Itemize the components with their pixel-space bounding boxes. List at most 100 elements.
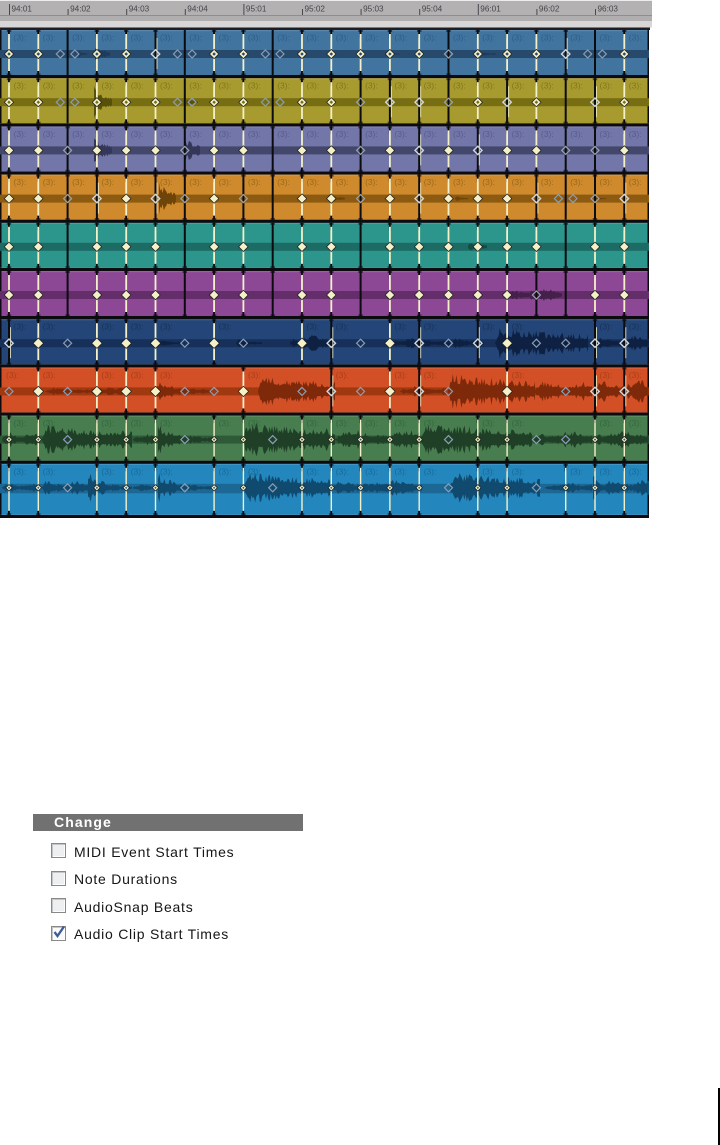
svg-text:(3):: (3): [336,370,349,380]
svg-text:(3):: (3): [629,322,642,332]
svg-text:(3):: (3): [424,418,437,428]
svg-text:(3):: (3): [72,129,85,139]
svg-text:(3):: (3): [336,81,349,91]
svg-text:(3):: (3): [629,177,642,187]
svg-text:(3):: (3): [307,177,320,187]
svg-text:(3):: (3): [482,129,495,139]
svg-text:(3):: (3): [307,466,320,476]
svg-text:(3):: (3): [394,322,407,332]
svg-text:(3):: (3): [394,177,407,187]
svg-text:(3):: (3): [72,33,85,43]
svg-text:(3):: (3): [424,370,437,380]
svg-text:(3):: (3): [365,177,378,187]
svg-text:(3):: (3): [131,177,144,187]
svg-text:(3):: (3): [43,418,56,428]
svg-text:(3):: (3): [482,81,495,91]
svg-text:(3):: (3): [131,33,144,43]
svg-text:(3):: (3): [43,33,56,43]
svg-text:(3):: (3): [629,418,642,428]
svg-text:(3):: (3): [219,33,232,43]
svg-text:(3):: (3): [160,81,173,91]
svg-text:(3):: (3): [160,418,173,428]
svg-text:(3):: (3): [189,129,202,139]
svg-text:(3):: (3): [629,370,642,380]
svg-text:(3):: (3): [219,322,232,332]
svg-text:(3):: (3): [394,418,407,428]
svg-text:(3):: (3): [72,81,85,91]
svg-text:(3):: (3): [600,322,613,332]
svg-text:(3):: (3): [307,33,320,43]
svg-text:(3):: (3): [160,129,173,139]
svg-text:(3):: (3): [482,322,495,332]
svg-text:(3):: (3): [600,129,613,139]
svg-text:(3):: (3): [101,81,114,91]
svg-text:(3):: (3): [101,129,114,139]
svg-text:(3):: (3): [482,177,495,187]
svg-text:(3):: (3): [336,322,349,332]
svg-text:(3):: (3): [307,129,320,139]
svg-text:96:02: 96:02 [539,5,560,14]
svg-text:(3):: (3): [160,322,173,332]
svg-text:(3):: (3): [248,418,261,428]
svg-text:(3):: (3): [248,81,261,91]
svg-text:(3):: (3): [101,418,114,428]
svg-text:(3):: (3): [131,81,144,91]
svg-text:(3):: (3): [570,177,583,187]
svg-text:(3):: (3): [14,33,27,43]
svg-text:95:03: 95:03 [363,5,384,14]
svg-text:(3):: (3): [365,129,378,139]
svg-text:(3):: (3): [394,370,407,380]
svg-text:(3):: (3): [160,370,173,380]
svg-text:(3):: (3): [541,129,554,139]
svg-text:(3):: (3): [424,466,437,476]
svg-text:(3):: (3): [277,177,290,187]
svg-text:(3):: (3): [570,129,583,139]
svg-text:(3):: (3): [453,177,466,187]
svg-text:95:04: 95:04 [422,5,443,14]
svg-text:(3):: (3): [512,177,525,187]
svg-text:(3):: (3): [160,466,173,476]
svg-text:94:03: 94:03 [129,5,150,14]
svg-text:(3):: (3): [131,322,144,332]
svg-text:(3):: (3): [43,129,56,139]
svg-text:(3):: (3): [570,81,583,91]
svg-text:(3):: (3): [72,177,85,187]
svg-text:(3):: (3): [512,466,525,476]
svg-text:(3):: (3): [570,33,583,43]
svg-text:(3):: (3): [277,81,290,91]
svg-text:(3):: (3): [43,81,56,91]
svg-text:(3):: (3): [365,466,378,476]
svg-text:(3):: (3): [43,466,56,476]
svg-text:(3):: (3): [131,418,144,428]
svg-text:(3):: (3): [629,129,642,139]
svg-text:(3):: (3): [365,418,378,428]
svg-text:(3):: (3): [394,466,407,476]
svg-text:(3):: (3): [600,33,613,43]
svg-text:96:03: 96:03 [598,5,619,14]
svg-text:(3):: (3): [541,81,554,91]
svg-text:(3):: (3): [570,466,583,476]
svg-text:(3):: (3): [541,177,554,187]
svg-text:(3):: (3): [14,322,27,332]
svg-text:(3):: (3): [189,177,202,187]
svg-text:(3):: (3): [43,177,56,187]
svg-text:(3):: (3): [600,418,613,428]
svg-text:(3):: (3): [43,370,56,380]
svg-text:(3):: (3): [453,81,466,91]
svg-text:(3):: (3): [629,466,642,476]
svg-text:(3):: (3): [307,322,320,332]
svg-text:(3):: (3): [14,466,27,476]
svg-text:(3):: (3): [424,177,437,187]
svg-text:(3):: (3): [336,418,349,428]
svg-text:(3):: (3): [131,129,144,139]
svg-text:95:02: 95:02 [305,5,326,14]
svg-text:(3):: (3): [248,370,261,380]
svg-text:(3):: (3): [482,466,495,476]
svg-text:(3):: (3): [424,322,437,332]
svg-text:(3):: (3): [14,418,27,428]
svg-text:(3):: (3): [600,81,613,91]
svg-text:(3):: (3): [365,33,378,43]
svg-text:(3):: (3): [512,129,525,139]
svg-text:(3):: (3): [336,129,349,139]
svg-text:(3):: (3): [512,33,525,43]
